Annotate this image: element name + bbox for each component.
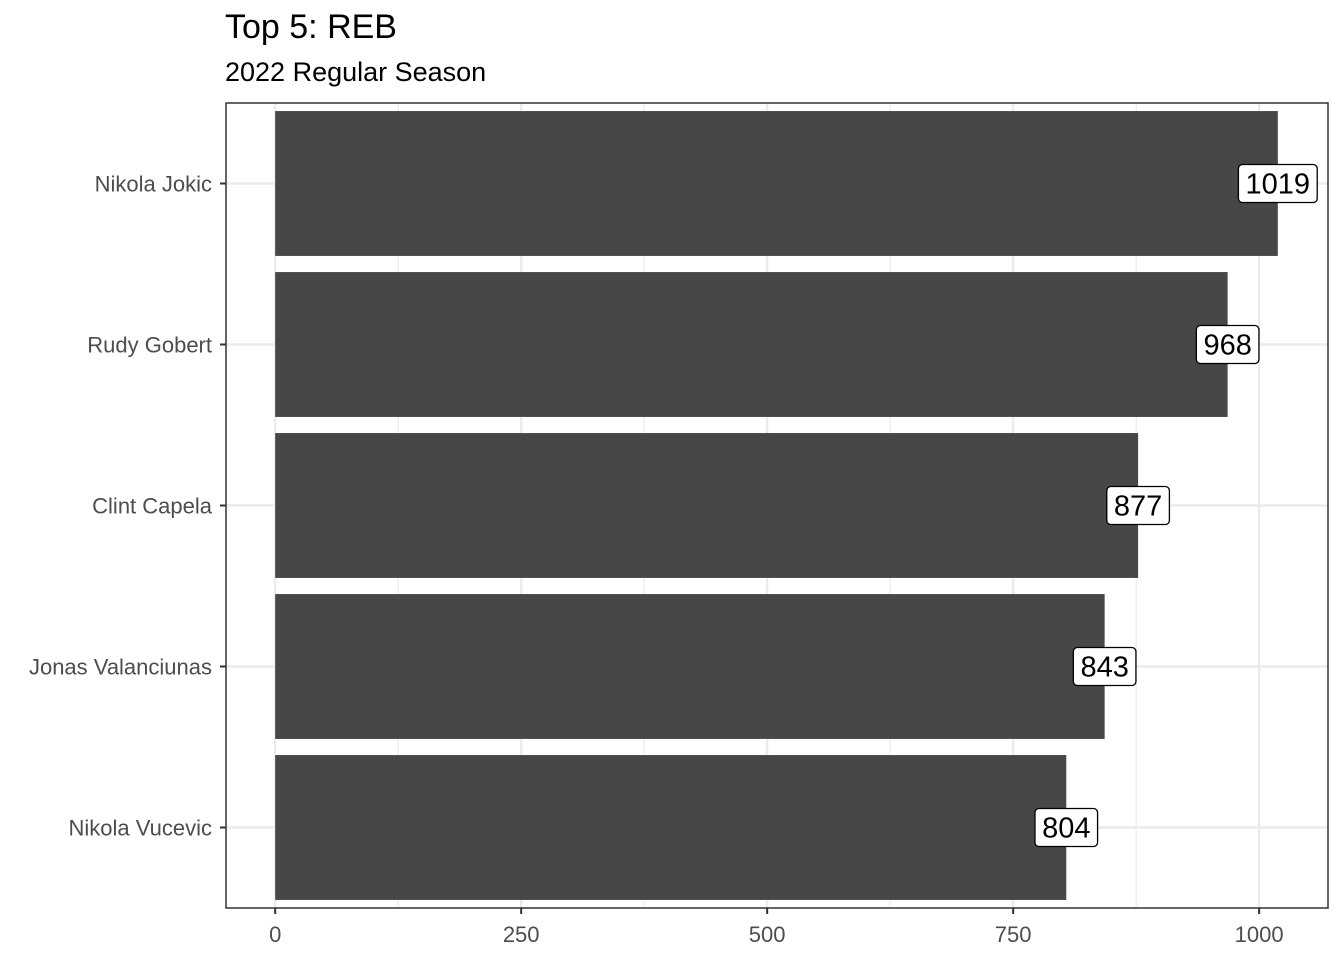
x-tick-label: 1000 (1235, 922, 1284, 947)
data-label-box (1195, 324, 1260, 365)
data-label: 1019 (1246, 169, 1311, 201)
x-tick-label: 500 (749, 922, 786, 947)
data-label-box (1072, 646, 1137, 687)
data-label-box (1106, 485, 1171, 526)
bar (275, 755, 1067, 900)
bar (275, 111, 1278, 256)
y-tick-label: Rudy Gobert (87, 333, 212, 358)
bar (275, 433, 1139, 578)
y-tick-label: Nikola Vucevic (69, 816, 212, 841)
y-tick-label: Jonas Valanciunas (29, 655, 212, 680)
data-label-box (1034, 807, 1099, 848)
x-tick-label: 750 (995, 922, 1032, 947)
x-tick-label: 0 (269, 922, 281, 947)
x-tick-label: 250 (503, 922, 540, 947)
bar (275, 594, 1105, 739)
y-tick-label: Nikola Jokic (95, 172, 212, 197)
data-label: 877 (1114, 491, 1162, 523)
chart-subtitle: 2022 Regular Season (225, 57, 487, 87)
chart-title: Top 5: REB (225, 8, 397, 46)
data-label: 843 (1080, 652, 1128, 684)
data-label-box (1237, 163, 1318, 204)
y-tick-label: Clint Capela (92, 494, 213, 519)
data-label: 968 (1203, 330, 1251, 362)
bar (275, 272, 1228, 417)
data-label: 804 (1042, 813, 1090, 845)
